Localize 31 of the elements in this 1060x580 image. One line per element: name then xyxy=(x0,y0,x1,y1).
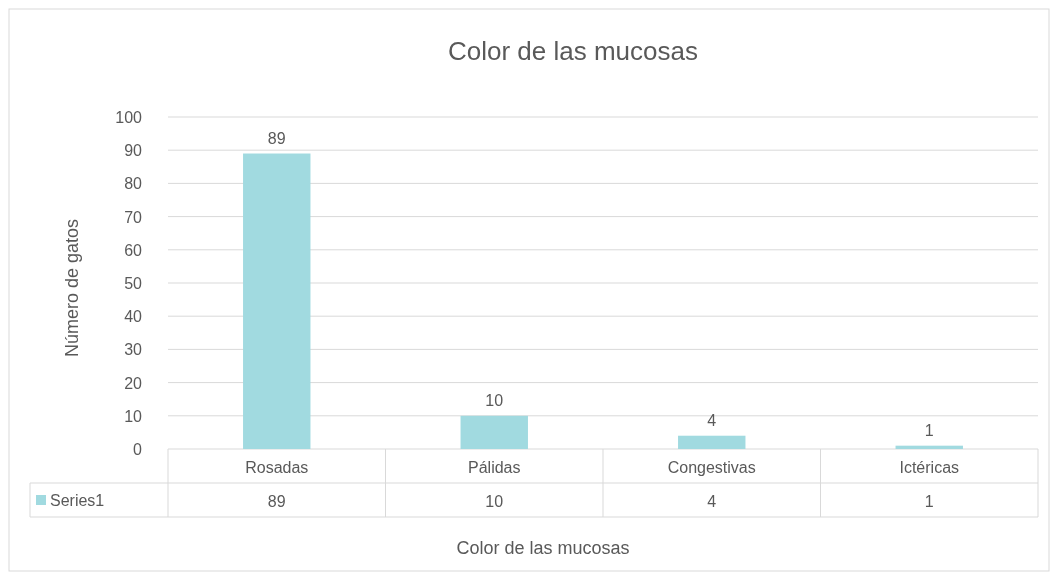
data-label: 89 xyxy=(267,129,286,147)
bar xyxy=(895,445,963,449)
y-tick-label: 70 xyxy=(124,208,143,226)
text: 89 xyxy=(267,493,286,510)
y-tick-label: 40 xyxy=(124,308,143,326)
y-tick-label: 80 xyxy=(124,175,143,193)
text: 10 xyxy=(485,493,504,510)
data-label: 4 xyxy=(707,411,717,429)
x-tick-label: Ictéricas xyxy=(899,459,960,476)
y-tick-label: 90 xyxy=(124,142,143,160)
y-tick-label: 0 xyxy=(133,441,143,458)
text: 1 xyxy=(924,493,934,510)
y-tick-label: 100 xyxy=(115,109,143,126)
y-tick-label: 10 xyxy=(124,407,143,425)
y-tick-label: 20 xyxy=(124,374,143,392)
x-tick-label: Congestivas xyxy=(667,459,756,476)
y-tick-label: 30 xyxy=(124,341,143,359)
x-tick-label: Pálidas xyxy=(468,459,521,476)
y-tick-label: 50 xyxy=(124,275,143,292)
y-tick-label: 60 xyxy=(124,241,143,259)
x-axis-title: Color de las mucosas xyxy=(456,538,630,558)
bar xyxy=(678,435,746,449)
text: 4 xyxy=(707,493,717,510)
data-label: 1 xyxy=(924,421,934,439)
legend-label: Series1 xyxy=(50,492,105,509)
data-label: 10 xyxy=(485,391,504,409)
y-axis-title: Número de gatos xyxy=(62,218,82,358)
chart-title: Color de las mucosas xyxy=(448,36,698,66)
x-tick-label: Rosadas xyxy=(245,459,309,476)
bar xyxy=(243,153,311,449)
bar xyxy=(460,415,528,449)
